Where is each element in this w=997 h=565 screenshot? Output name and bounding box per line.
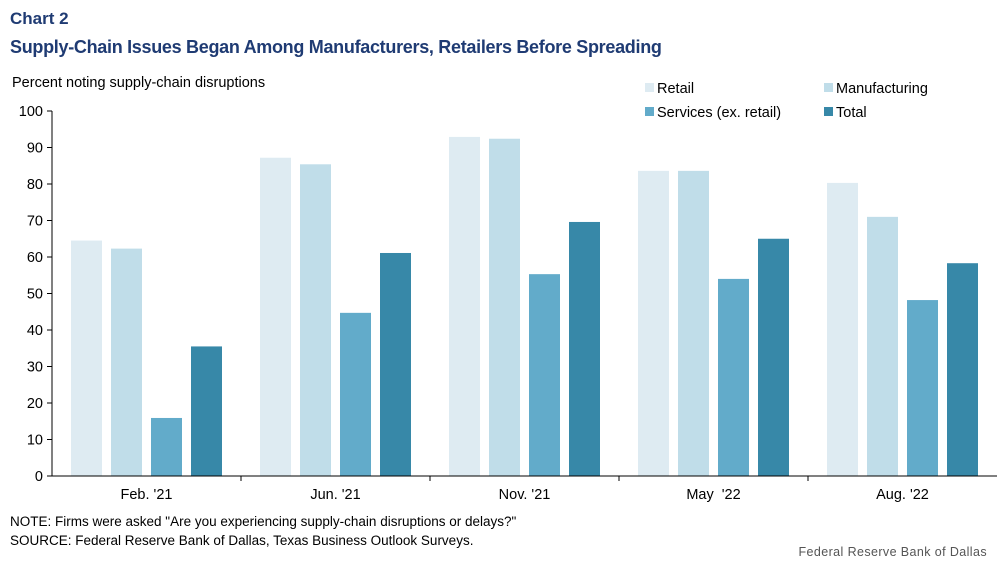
y-tick-label: 60: [27, 250, 43, 266]
bar: [638, 170, 669, 477]
y-tick-label: 90: [27, 141, 43, 157]
legend-label: Retail: [657, 81, 694, 97]
y-axis-label: Percent noting supply-chain disruptions: [12, 75, 265, 91]
y-axis: 0 10 20 30 40 50 60 70 80 90 100: [19, 104, 53, 485]
legend-swatch: [645, 83, 654, 92]
bar: [758, 238, 789, 476]
bar: [151, 417, 182, 476]
y-tick-label: 80: [27, 177, 43, 193]
bar: [340, 312, 371, 476]
x-tick-label: Feb. '21: [121, 487, 173, 503]
legend-label: Services (ex. retail): [657, 105, 781, 121]
bar: [569, 221, 600, 476]
source-note: SOURCE: Federal Reserve Bank of Dallas, …: [10, 533, 474, 548]
bar: [300, 164, 331, 477]
bar: [111, 248, 142, 476]
bar: [260, 157, 291, 476]
x-tick-label: Jun. '21: [310, 487, 360, 503]
bar: [678, 170, 709, 477]
chart-title: Supply-Chain Issues Began Among Manufact…: [10, 37, 662, 57]
y-tick-label: 10: [27, 433, 43, 449]
bar: [71, 240, 102, 476]
y-tick-label: 50: [27, 287, 43, 303]
bars: [71, 136, 978, 477]
x-tick-label: Aug. '22: [876, 487, 929, 503]
y-tick-label: 70: [27, 214, 43, 230]
bar-chart: Percent noting supply-chain disruptions …: [12, 75, 997, 503]
legend-swatch: [824, 107, 833, 116]
bar: [529, 274, 560, 476]
y-tick-label: 0: [35, 469, 43, 485]
x-tick-label: May '22: [686, 487, 740, 503]
bar: [449, 136, 480, 477]
chart-label: Chart 2: [10, 9, 69, 28]
x-axis: Feb. '21 Jun. '21 Nov. '21 May '22 Aug. '22: [52, 475, 997, 503]
bar: [718, 278, 749, 476]
bar: [947, 263, 978, 476]
legend-label: Total: [836, 105, 867, 121]
x-tick-label: Nov. '21: [499, 487, 551, 503]
credit-text: Federal Reserve Bank of Dallas: [798, 545, 987, 559]
y-tick-label: 20: [27, 396, 43, 412]
bar: [827, 182, 858, 476]
bar: [380, 252, 411, 476]
legend-swatch: [824, 83, 833, 92]
bar: [489, 138, 520, 477]
footnote: NOTE: Firms were asked "Are you experien…: [10, 514, 517, 529]
legend: Retail Manufacturing Services (ex. retail)…: [645, 81, 928, 121]
bar: [191, 346, 222, 476]
bar: [907, 300, 938, 476]
y-tick-label: 30: [27, 360, 43, 376]
y-tick-label: 100: [19, 104, 43, 120]
y-tick-label: 40: [27, 323, 43, 339]
legend-label: Manufacturing: [836, 81, 928, 97]
legend-swatch: [645, 107, 654, 116]
bar: [867, 216, 898, 476]
